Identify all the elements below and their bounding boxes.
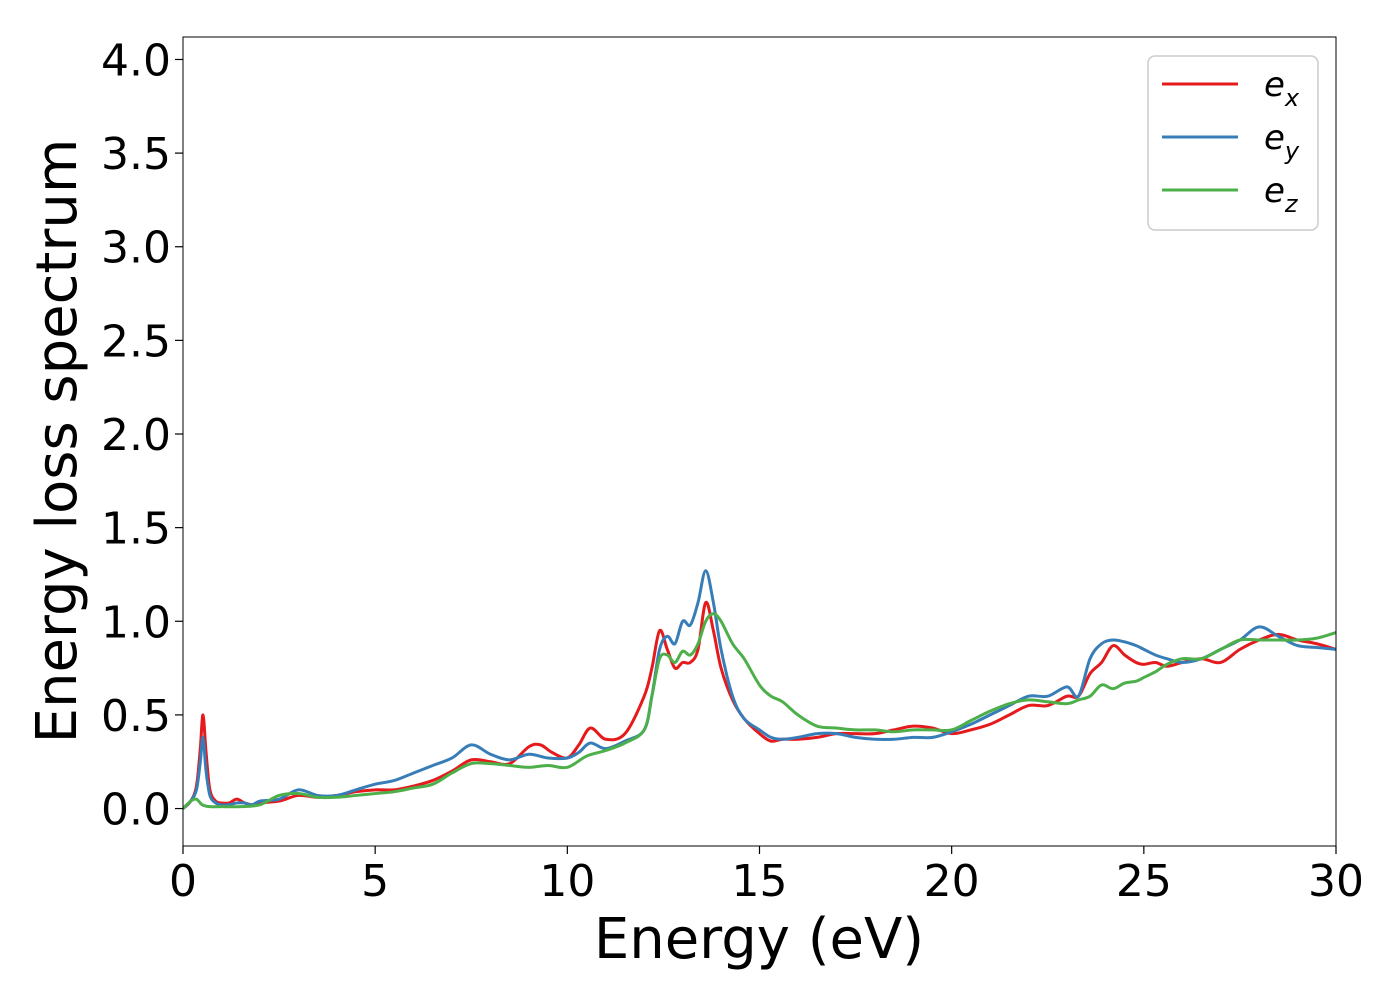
y-axis-label: Energy loss spectrum <box>25 139 90 744</box>
x-axis: 0 5 10 15 20 25 30 <box>169 846 1364 907</box>
y-tick-label: 0.5 <box>101 691 171 742</box>
y-tick-label: 4.0 <box>101 35 171 86</box>
x-tick-label: 20 <box>924 856 980 907</box>
x-tick-label: 10 <box>539 856 595 907</box>
legend: ex ey ez <box>1147 55 1319 231</box>
y-tick-label: 1.0 <box>101 597 171 648</box>
y-tick-label: 2.0 <box>101 410 171 461</box>
y-tick-label: 2.5 <box>101 316 171 367</box>
x-tick-label: 15 <box>732 856 788 907</box>
series-line-x <box>183 600 1336 811</box>
y-tick-label: 1.5 <box>101 504 171 555</box>
x-tick-label: 25 <box>1116 856 1172 907</box>
y-axis: 0.0 0.5 1.0 1.5 2.0 2.5 3.0 3.5 4.0 <box>101 35 183 836</box>
legend-label-x: ex <box>1264 65 1300 112</box>
x-axis-label: Energy (eV) <box>594 907 924 972</box>
series-line-y <box>183 569 1336 811</box>
x-tick-label: 5 <box>361 856 389 907</box>
y-tick-label: 0.0 <box>101 785 171 836</box>
legend-label-y: ey <box>1264 118 1300 165</box>
series-layer <box>183 569 1336 811</box>
x-tick-label: 30 <box>1308 856 1364 907</box>
x-tick-label: 0 <box>169 856 197 907</box>
legend-label-z: ez <box>1264 171 1299 218</box>
y-tick-label: 3.5 <box>101 129 171 180</box>
series-line-z <box>183 612 1336 811</box>
legend-frame <box>1147 55 1319 231</box>
y-tick-label: 3.0 <box>101 223 171 274</box>
